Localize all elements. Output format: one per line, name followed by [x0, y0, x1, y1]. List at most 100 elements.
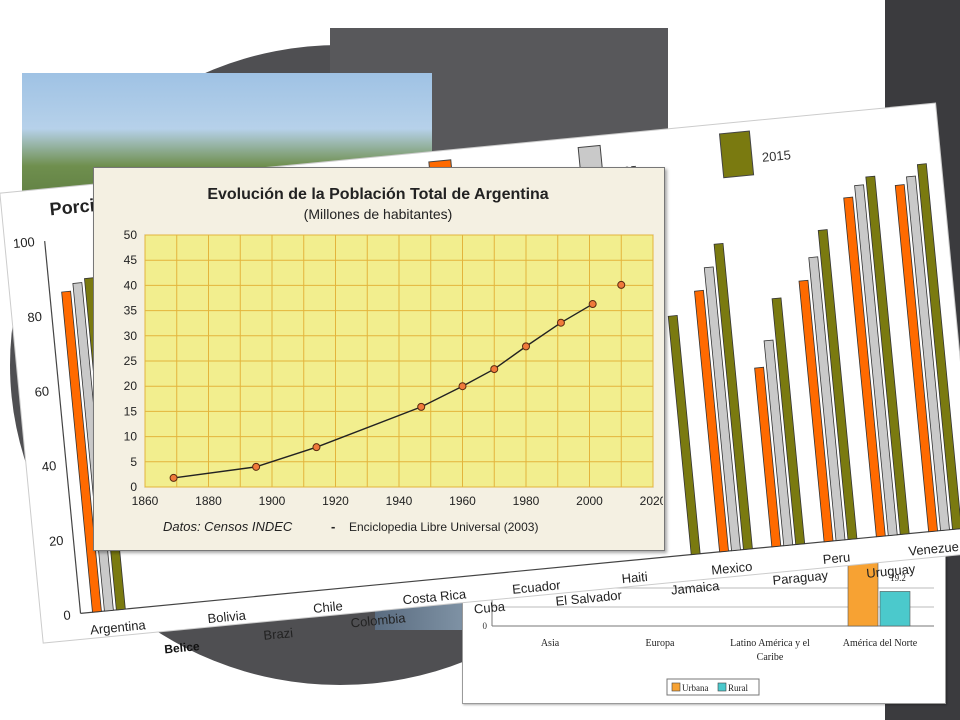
inset-y-tick: 20	[124, 379, 138, 393]
ur-bars	[847, 561, 911, 627]
population-point	[169, 473, 178, 482]
ur-legend-swatch-rural	[717, 682, 727, 692]
ur-category-label: Asia	[541, 638, 560, 649]
country-label: Colombia	[350, 610, 407, 630]
ur-legend	[666, 678, 760, 696]
argentina-population-chart: Evolución de la Población Total de Argen…	[124, 186, 663, 534]
bar-mexico	[694, 289, 729, 553]
population-point	[312, 443, 321, 452]
inset-x-tick: 1980	[513, 494, 540, 508]
inset-x-tick: 2020	[640, 494, 663, 508]
bar-venezue	[906, 175, 950, 531]
country-label: Uruguay	[866, 561, 917, 581]
ur-bar-urbana	[847, 561, 879, 627]
ur-category-label: América del Norte	[843, 638, 918, 649]
bar-peru	[817, 229, 858, 540]
population-point	[588, 300, 597, 309]
bar-argentina	[61, 290, 102, 613]
legend-swatch-2015	[718, 130, 755, 179]
bar-uruguay	[843, 196, 886, 538]
inset-x-tick: 2000	[576, 494, 603, 508]
inset-x-tick: 1860	[132, 494, 159, 508]
legend-label-2015: 2015	[761, 147, 791, 165]
country-label: Belice	[164, 639, 201, 656]
population-point	[458, 382, 467, 391]
bar-paraguay	[754, 366, 782, 548]
inset-subtitle: (Millones de habitantes)	[304, 206, 453, 222]
main-bars	[61, 163, 960, 613]
country-label: Brazi	[263, 625, 294, 643]
inset-x-tick: 1940	[386, 494, 413, 508]
inset-y-tick: 5	[130, 455, 137, 469]
inset-y-tick: 10	[124, 430, 138, 444]
ur-category-label: Caribe	[757, 652, 784, 663]
bar-peru	[808, 256, 846, 542]
ur-bar-rural	[879, 591, 911, 627]
ur-legend-label: Urbana	[682, 683, 709, 693]
population-points	[169, 280, 626, 482]
inset-y-tick: 40	[124, 278, 138, 292]
ur-data-label: 19.2	[890, 573, 906, 583]
inset-x-ticks: 1860 1880 1900 1920 1940 1960 1980 2000 2020	[132, 494, 663, 508]
country-label: Paraguay	[772, 568, 829, 588]
population-point	[417, 402, 426, 411]
inset-source-dash: -	[331, 519, 335, 534]
urban-rural-chart: 0 19.2 Asia Europa Latino América y el C…	[483, 560, 934, 696]
ur-category-label: Latino América y el	[730, 638, 810, 649]
bar-y-tick: 20	[48, 533, 64, 549]
country-label: Haiti	[621, 569, 648, 586]
bar-mexico	[703, 266, 741, 552]
bar-venezue	[894, 184, 939, 533]
inset-y-tick: 15	[124, 404, 138, 418]
country-label: Venezue	[908, 539, 960, 559]
inset-x-tick: 1900	[259, 494, 286, 508]
bar-mexico	[713, 242, 753, 550]
population-point	[522, 342, 530, 351]
inset-x-tick: 1880	[195, 494, 222, 508]
bar-paraguay	[771, 297, 806, 545]
bar-peru	[798, 279, 834, 543]
population-point	[490, 365, 499, 374]
bar-y-tick: 60	[34, 383, 50, 399]
country-label: Costa Rica	[402, 586, 467, 607]
bar-y-tick: 0	[63, 607, 72, 623]
bar-y-tick: 80	[27, 309, 43, 325]
country-label: Jamaica	[670, 578, 720, 598]
ur-legend-label: Rural	[728, 683, 748, 693]
inset-title: Evolución de la Población Total de Argen…	[207, 186, 548, 203]
inset-y-tick: 25	[124, 354, 138, 368]
ur-y-tick: 0	[483, 621, 488, 631]
population-point	[556, 318, 565, 327]
bar-uruguay	[865, 175, 910, 535]
inset-y-tick: 45	[124, 253, 138, 267]
bar-y-tick: 40	[41, 458, 57, 474]
population-point	[252, 462, 261, 471]
inset-x-tick: 1960	[449, 494, 476, 508]
bar-paraguay	[763, 339, 794, 547]
country-label: Mexico	[711, 559, 753, 578]
bar-x-axis	[80, 526, 960, 614]
bar-uruguay	[854, 184, 898, 537]
ur-category-label: Europa	[646, 638, 675, 649]
country-label: Cuba	[473, 599, 506, 617]
bar-y-axis	[44, 241, 82, 614]
population-point	[617, 280, 626, 289]
inset-y-tick: 50	[124, 228, 138, 242]
bar-venezue	[916, 163, 960, 530]
inset-y-tick: 30	[124, 329, 138, 343]
inset-grid	[144, 234, 654, 488]
inset-source-rest: Enciclopedia Libre Universal (2003)	[349, 520, 538, 534]
inset-y-tick: 35	[124, 304, 138, 318]
country-label: Bolivia	[207, 607, 247, 626]
inset-source-datos: Datos: Censos INDEC	[163, 519, 293, 534]
inset-y-tick: 0	[130, 480, 137, 494]
country-label: Chile	[312, 598, 343, 616]
country-label: Ecuador	[511, 577, 561, 597]
bar-jamaica	[667, 315, 701, 555]
inset-x-tick: 1920	[322, 494, 349, 508]
country-label: Peru	[822, 549, 851, 567]
ur-legend-swatch-urban	[671, 682, 681, 692]
country-label: El Salvador	[555, 587, 623, 608]
country-label: Argentina	[89, 617, 147, 637]
